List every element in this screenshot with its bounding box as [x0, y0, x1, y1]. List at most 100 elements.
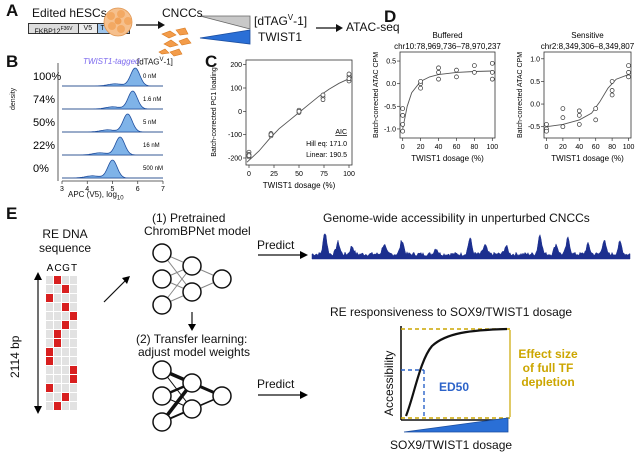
b-x-axis-label: APC (V5), log10	[68, 190, 124, 202]
nn-node	[212, 269, 232, 289]
onehot-cell	[46, 402, 53, 410]
onehot-cell	[70, 339, 77, 347]
step1-line1: (1) Pretrained	[152, 211, 226, 225]
onehot-cell	[54, 294, 61, 302]
ridge-dose-label: 0 nM	[143, 74, 156, 80]
onehot-cell	[70, 294, 77, 302]
predict-label-2: Predict	[257, 377, 295, 391]
c-y-tick-label: 200	[230, 62, 242, 69]
onehot-cell	[54, 348, 61, 356]
b-x-axis-text: APC (V5), log	[68, 190, 117, 199]
c-x-axis-label: TWIST1 dosage (%)	[263, 181, 336, 190]
predict-arrowhead-2	[300, 391, 308, 399]
nn-node	[182, 399, 202, 419]
d2-point	[576, 122, 582, 127]
onehot-cell	[54, 393, 61, 401]
density-curve	[62, 90, 163, 110]
onehot-cell	[70, 303, 77, 311]
onehot-cell	[70, 330, 77, 338]
onehot-cell	[70, 393, 77, 401]
step1-line2: ChromBPNet model	[144, 224, 251, 238]
onehot-cell	[70, 348, 77, 356]
nn-node	[152, 243, 172, 263]
dr-dosage-gradient	[403, 417, 509, 433]
onehot-cell	[62, 366, 69, 374]
onehot-cell	[54, 384, 61, 392]
onehot-cell	[62, 384, 69, 392]
d2-x-tick-label: 20	[559, 144, 567, 151]
d2-y-tick-label: 1.0	[530, 56, 540, 63]
d1-point	[400, 128, 406, 134]
nn-node	[152, 412, 172, 432]
d2-point	[609, 79, 615, 84]
d1-x-axis-label: TWIST1 dosage (%)	[411, 154, 484, 163]
ridge-percent-label: 50%	[33, 117, 55, 129]
cncc-cells	[158, 27, 192, 57]
density-curve	[62, 67, 163, 87]
onehot-cell	[54, 366, 61, 374]
d2-point	[626, 74, 631, 80]
d1-y-tick-label: -1.0	[384, 126, 396, 133]
c-x-tick-label: 25	[270, 171, 278, 178]
nn-node	[182, 373, 202, 393]
step2-line1: (2) Transfer learning:	[136, 332, 248, 346]
c-legend-linear: Linear: 190.5	[306, 152, 347, 159]
cell-line-label: Edited hESCs	[32, 6, 107, 20]
onehot-cell	[46, 375, 53, 383]
b-x-tick-label: 6	[136, 186, 140, 193]
bp-arrow-bottom	[34, 406, 42, 414]
seq-to-model-arrowhead	[122, 276, 130, 284]
ed50-label: ED50	[439, 380, 470, 394]
d1-point	[454, 74, 459, 80]
step2-line2: adjust model weights	[138, 345, 251, 359]
c-point	[320, 92, 326, 98]
d1-point	[436, 70, 441, 75]
d2-point	[576, 108, 582, 114]
re-responsiveness-title: RE responsiveness to SOX9/TWIST1 dosage	[330, 305, 573, 319]
c-point	[346, 76, 352, 82]
b-x-tick-label: 4	[85, 186, 89, 193]
ridge-dose-label: 500 nM	[143, 166, 163, 172]
d1-y-tick-label: 0.0	[386, 81, 396, 88]
onehot-cell	[62, 276, 69, 284]
panel-d-label: D	[384, 7, 397, 26]
c-point	[246, 153, 252, 159]
onehot-cell	[62, 348, 69, 356]
onehot-cell	[46, 312, 53, 320]
re-dna-title-1: RE DNA	[42, 227, 88, 241]
onehot-cell-active	[54, 330, 61, 338]
panel-c-label: C	[205, 52, 218, 71]
d1-point	[400, 122, 406, 127]
onehot-cell	[70, 384, 77, 392]
twist1-tagged-header: TWIST1-tagged	[83, 57, 140, 66]
onehot-cell-active	[54, 339, 61, 347]
d2-frame	[543, 51, 632, 139]
onehot-cell-active	[46, 348, 53, 356]
dtag-header-sup: V	[159, 57, 164, 63]
d1-x-tick-label: 40	[435, 144, 443, 151]
onehot-cell	[62, 312, 69, 320]
onehot-cell	[46, 276, 53, 284]
dtag-header-end: -1]	[163, 57, 173, 67]
onehot-cell	[46, 321, 53, 329]
dtag-sup: V	[287, 13, 294, 22]
nn-node	[182, 256, 202, 276]
onehot-cell-active	[46, 357, 53, 365]
c-legend-hill: Hill eq: 171.0	[306, 141, 347, 148]
onehot-cell-active	[62, 285, 69, 293]
d1-y-tick-label: 0.5	[386, 59, 396, 66]
dtag-gradient	[199, 15, 251, 30]
ridge-percent-label: 0%	[33, 163, 49, 175]
construct-fkbp: FKBP12F36V	[28, 23, 79, 35]
re-dna-title-2: sequence	[38, 241, 92, 255]
d2-point	[609, 88, 615, 93]
effect-size-line1: Effect size	[518, 347, 578, 361]
d2-x-tick-label: 60	[592, 144, 600, 151]
panel-a-label: A	[6, 1, 19, 20]
onehot-cell	[46, 303, 53, 311]
d1-x-tick-label: 80	[470, 144, 478, 151]
d2-x-tick-label: 0	[545, 144, 549, 151]
d1-point	[489, 70, 495, 75]
